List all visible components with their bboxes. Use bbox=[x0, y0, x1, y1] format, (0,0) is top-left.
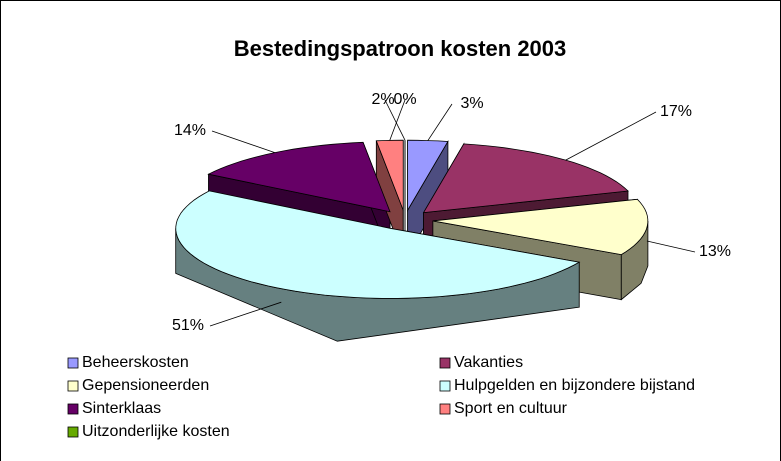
legend-swatch bbox=[439, 380, 451, 392]
data-label: 3% bbox=[460, 95, 483, 112]
slice bbox=[375, 139, 404, 211]
legend-swatch bbox=[67, 426, 79, 438]
legend-label: Uitzonderlijke kosten bbox=[82, 423, 230, 440]
data-label: 14% bbox=[174, 122, 206, 139]
data-label: 13% bbox=[699, 243, 731, 260]
legend-swatch bbox=[67, 403, 79, 415]
legend-label: Hulpgelden en bijzondere bijstand bbox=[454, 377, 695, 394]
legend-label: Vakanties bbox=[454, 354, 523, 371]
slice bbox=[432, 198, 649, 256]
leader-line bbox=[427, 103, 453, 141]
data-label: 0% bbox=[393, 91, 416, 108]
legend-label: Beheerskosten bbox=[82, 354, 189, 371]
leader-line bbox=[211, 130, 275, 154]
leader-line bbox=[646, 240, 696, 253]
legend-label: Sinterklaas bbox=[82, 400, 161, 417]
legend-swatch bbox=[67, 357, 79, 369]
leader-line bbox=[565, 111, 657, 161]
legend-swatch bbox=[439, 357, 451, 369]
data-label: 17% bbox=[660, 103, 692, 120]
slice bbox=[407, 139, 449, 212]
leader-line bbox=[384, 99, 406, 141]
legend-swatch bbox=[439, 403, 451, 415]
chart-title: Bestedingspatroon kosten 2003 bbox=[234, 36, 567, 61]
legend-label: Sport en cultuur bbox=[454, 400, 568, 417]
legend-swatch bbox=[67, 380, 79, 392]
leader-line bbox=[389, 99, 406, 141]
data-label: 51% bbox=[172, 317, 204, 334]
data-label: 2% bbox=[371, 91, 394, 108]
slice bbox=[175, 190, 581, 299]
leader-line bbox=[209, 301, 282, 327]
legend-label: Gepensioneerden bbox=[82, 377, 209, 394]
